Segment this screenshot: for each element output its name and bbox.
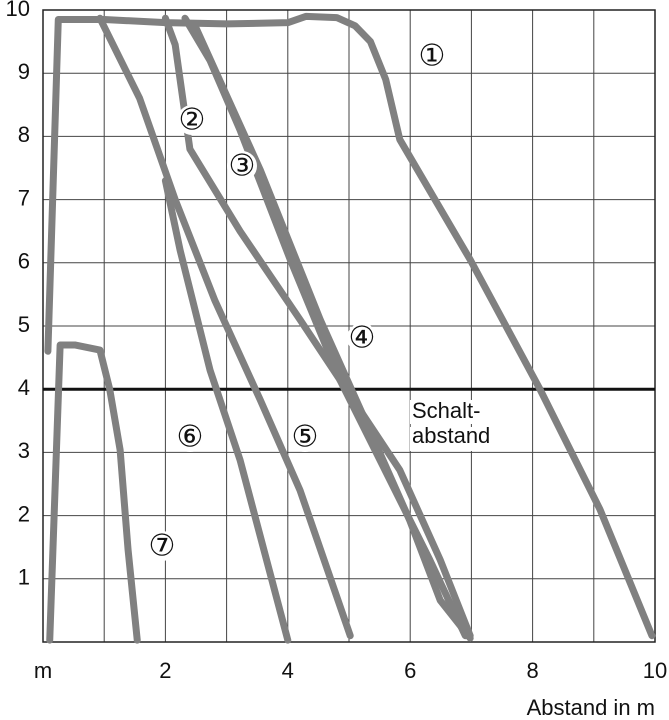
- y-tick-label: 4: [18, 375, 30, 400]
- series-line: [161, 14, 474, 640]
- x-tick-label: 2: [159, 658, 171, 683]
- y-tick-label: 5: [18, 312, 30, 337]
- x-axis-label: Abstand in m: [527, 695, 655, 720]
- series-line: [161, 177, 292, 644]
- annotation-backdrop: [410, 400, 510, 424]
- annotation: abstand: [412, 423, 490, 448]
- annotation: Schalt-: [412, 398, 480, 423]
- y-tick-label: 9: [18, 59, 30, 84]
- series-label: ⑦: [149, 529, 176, 564]
- x-tick-label: 10: [643, 658, 667, 683]
- label-backdrop: [177, 105, 207, 135]
- series-line: [96, 14, 354, 640]
- label-backdrop: [175, 422, 205, 452]
- label-backdrop: [417, 41, 447, 71]
- label-backdrop: [290, 422, 320, 452]
- series-line: [44, 12, 656, 640]
- label-backdrop: [147, 531, 177, 561]
- series-label: ①: [419, 39, 446, 74]
- series-label: ④: [349, 321, 376, 356]
- label-backdrop: [347, 323, 377, 353]
- series-label: ③: [229, 149, 256, 184]
- y-tick-label: 3: [18, 438, 30, 463]
- x-tick-label: 6: [404, 658, 416, 683]
- x-tick-label: 4: [282, 658, 294, 683]
- series-label: ⑤: [292, 420, 319, 455]
- label-backdrop: [227, 151, 257, 181]
- x-tick-label: 8: [526, 658, 538, 683]
- y-tick-label: 1: [18, 565, 30, 590]
- y-tick-label: 10: [6, 0, 30, 21]
- y-tick-label: 2: [18, 501, 30, 526]
- annotation-backdrop: [410, 427, 510, 451]
- series-label: ⑥: [177, 420, 204, 455]
- series-line: [46, 341, 141, 644]
- y-tick-label: 6: [18, 249, 30, 274]
- y-tick-label: 7: [18, 185, 30, 210]
- series-line: [191, 21, 474, 642]
- series-label: ②: [179, 103, 206, 138]
- y-tick-label: 8: [18, 122, 30, 147]
- x-tick-label: m: [34, 658, 52, 683]
- plot-frame: [42, 9, 656, 643]
